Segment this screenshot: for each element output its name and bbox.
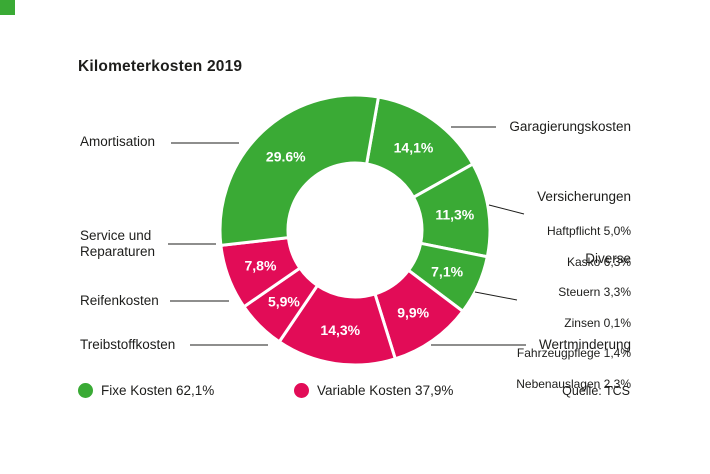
slice-value-label: 9,9% [397,305,429,321]
legend-variable-kosten: Variable Kosten 37,9% [294,383,453,398]
label-haftpflicht: Haftpflicht 5,0% [546,224,631,239]
legend-label-variable: Variable Kosten 37,9% [317,383,454,398]
legend-label-fixed: Fixe Kosten 62,1% [101,383,215,398]
label-amortisation: Amortisation [80,134,156,149]
brand-corner-square [0,0,15,15]
label-versicherungen: Versicherungen [537,189,631,204]
donut-chart: 14,1% 11,3% 7,1% 9,9% 14,3% 5,9% 7,8% 29.6% [218,93,492,367]
slice-value-label: 14,1% [394,140,434,156]
label-zinsen: Zinsen 0,1% [564,315,631,330]
label-service-reparaturen: Service und Reparaturen [80,228,156,259]
label-garagierungskosten: Garagierungskosten [509,119,631,134]
legend-fixe-kosten: Fixe Kosten 62,1% [78,383,214,398]
slice-value-label: 14,3% [320,322,360,338]
label-versicherungen-sub: Haftpflicht 5,0% Kasko 6,3% [547,209,631,285]
chart-title: Kilometerkosten 2019 [78,58,243,75]
slice-value-label: 7,8% [244,258,276,274]
label-nebenauslagen: Nebenauslagen 2,3% [516,377,631,392]
label-diverse-sub: Steuern 3,3% Zinsen 0,1% Fahrzeugpflege … [516,270,631,408]
slice-value-label: 11,3% [435,206,474,222]
donut-slice-amortisation [218,93,380,247]
label-diverse: Diverse [585,251,631,266]
slice-value-label: 5,9% [268,294,300,310]
label-steuern: Steuern 3,3% [558,285,631,300]
label-fahrzeugpflege: Fahrzeugpflege 1,4% [516,346,631,361]
label-wertminderung: Wertminderung [538,337,631,352]
legend-dot-fixed [78,383,93,398]
label-treibstoffkosten: Treibstoffkosten [80,337,176,352]
label-kasko: Kasko 6,3% [566,254,631,269]
label-reifenkosten: Reifenkosten [80,293,159,308]
source-label: Quelle: TCS [562,384,630,398]
slice-value-label: 29.6% [266,148,306,164]
slice-value-label: 7,1% [431,263,463,279]
legend-dot-variable [294,383,309,398]
